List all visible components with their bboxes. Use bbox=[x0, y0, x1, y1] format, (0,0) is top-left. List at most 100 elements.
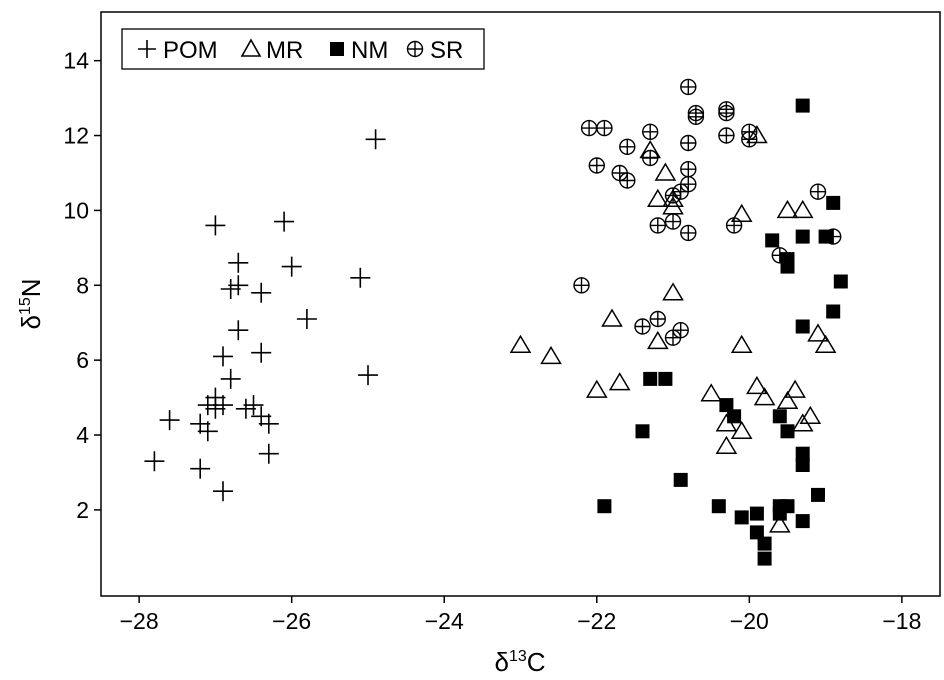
square-marker-icon bbox=[330, 42, 344, 56]
point-pom bbox=[358, 365, 378, 386]
point-mr bbox=[799, 405, 822, 425]
x-axis-title: δ13C bbox=[494, 647, 545, 677]
y-tick-label: 12 bbox=[63, 123, 89, 149]
point-mr bbox=[646, 188, 669, 207]
point-nm bbox=[780, 499, 795, 514]
point-sr bbox=[580, 119, 598, 137]
point-pom bbox=[258, 413, 279, 434]
legend-item-mr: MR bbox=[240, 37, 303, 64]
y-axis-title: δ15N bbox=[16, 278, 46, 329]
point-pom bbox=[190, 413, 211, 434]
point-pom bbox=[228, 252, 249, 273]
point-nm bbox=[772, 409, 787, 424]
point-nm bbox=[635, 424, 650, 439]
point-sr bbox=[588, 157, 605, 174]
point-nm bbox=[795, 458, 810, 472]
point-nm bbox=[826, 195, 841, 210]
point-pom bbox=[205, 398, 226, 419]
point-pom bbox=[220, 279, 241, 299]
point-pom bbox=[235, 398, 256, 419]
plus-marker-icon bbox=[138, 40, 156, 58]
point-nm bbox=[780, 424, 795, 439]
x-tick-label: −26 bbox=[272, 608, 311, 634]
point-pom bbox=[251, 342, 272, 363]
point-mr bbox=[730, 334, 753, 353]
point-sr bbox=[573, 277, 590, 294]
legend-box bbox=[121, 28, 485, 70]
point-mr bbox=[730, 203, 753, 222]
point-nm bbox=[719, 398, 734, 413]
point-sr bbox=[687, 104, 705, 122]
point-mr bbox=[700, 383, 723, 402]
point-mr bbox=[730, 420, 753, 440]
legend-label-nm: NM bbox=[351, 37, 388, 64]
point-nm bbox=[795, 229, 810, 244]
point-sr bbox=[596, 119, 613, 137]
point-nm bbox=[734, 510, 749, 525]
point-sr bbox=[642, 123, 659, 141]
point-nm bbox=[727, 409, 742, 424]
x-tick-label: −24 bbox=[425, 608, 464, 634]
x-tick-label: −28 bbox=[120, 608, 159, 634]
point-sr bbox=[680, 224, 697, 242]
point-nm bbox=[711, 499, 726, 514]
point-sr bbox=[649, 217, 666, 234]
x-axis: −28 −26 −24 −22 −20 −18 bbox=[120, 596, 921, 634]
point-pom bbox=[251, 406, 272, 427]
y-tick-label: 10 bbox=[63, 197, 89, 223]
point-nm bbox=[757, 536, 772, 551]
point-mr bbox=[791, 413, 814, 432]
point-mr bbox=[654, 162, 677, 181]
point-sr bbox=[649, 310, 666, 328]
point-sr bbox=[642, 149, 659, 167]
point-pom bbox=[213, 346, 233, 367]
point-nm bbox=[795, 514, 810, 529]
point-pom bbox=[220, 368, 241, 389]
point-pom bbox=[274, 211, 295, 232]
legend-item-sr: SR bbox=[406, 37, 463, 64]
point-mr bbox=[776, 390, 799, 410]
point-sr bbox=[718, 101, 735, 118]
point-mr bbox=[776, 199, 799, 219]
point-mr bbox=[814, 334, 837, 353]
point-sr bbox=[619, 172, 636, 189]
y-axis: 2 4 6 8 10 12 14 bbox=[63, 48, 101, 523]
point-pom bbox=[251, 282, 272, 303]
point-pom bbox=[350, 267, 371, 288]
x-tick-label: −22 bbox=[577, 608, 616, 634]
point-nm bbox=[795, 98, 810, 113]
point-nm bbox=[833, 274, 848, 289]
legend-item-pom: POM bbox=[138, 37, 218, 64]
x-tick-label: −20 bbox=[730, 608, 769, 634]
point-sr bbox=[771, 247, 788, 264]
point-sr bbox=[672, 322, 689, 339]
point-nm bbox=[811, 487, 825, 502]
legend-label-pom: POM bbox=[163, 37, 218, 64]
legend-label-sr: SR bbox=[430, 37, 463, 64]
point-sr bbox=[619, 138, 636, 156]
point-mr bbox=[746, 375, 768, 395]
point-mr bbox=[807, 323, 829, 342]
point-pom bbox=[228, 320, 249, 341]
plot-frame bbox=[100, 11, 941, 597]
legend-label-mr: MR bbox=[266, 37, 303, 64]
point-sr bbox=[825, 228, 842, 245]
point-sr bbox=[680, 160, 697, 178]
point-mr bbox=[791, 199, 814, 219]
point-sr bbox=[680, 175, 697, 193]
legend: POM MR NM SR bbox=[121, 28, 485, 70]
point-sr bbox=[725, 217, 743, 234]
point-mr bbox=[753, 387, 776, 406]
point-nm bbox=[749, 506, 764, 521]
circle-plus-marker-icon bbox=[406, 40, 424, 58]
point-mr bbox=[540, 345, 562, 365]
y-tick-label: 14 bbox=[63, 48, 89, 74]
point-mr bbox=[646, 330, 669, 350]
point-mr bbox=[784, 379, 806, 398]
point-nm bbox=[597, 499, 612, 514]
point-mr bbox=[509, 334, 532, 353]
point-pom bbox=[213, 481, 233, 502]
point-pom bbox=[144, 451, 165, 472]
data-points bbox=[144, 78, 848, 566]
